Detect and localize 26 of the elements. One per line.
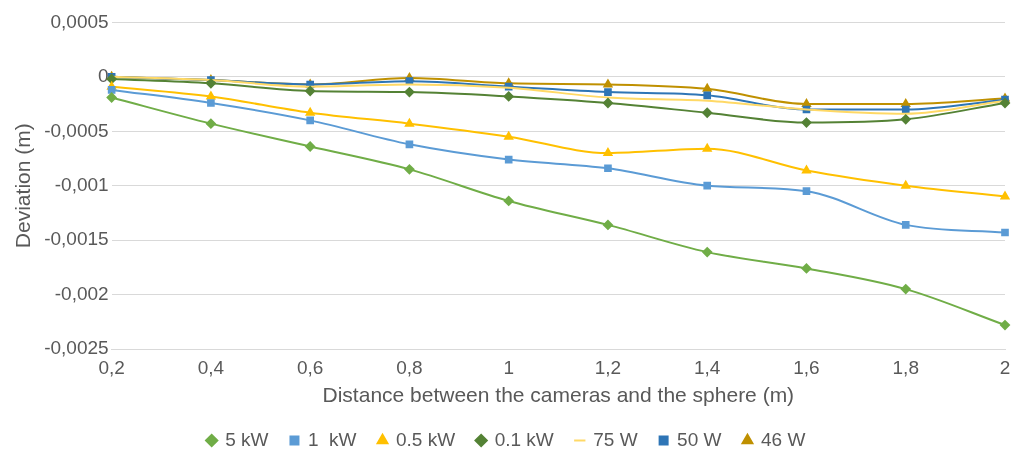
x-tick-label: 0,6: [296, 356, 324, 378]
x-tick-label: 1,4: [694, 356, 721, 378]
legend-label: 46 W: [760, 428, 806, 450]
x-tick-label: 1,2: [594, 356, 622, 378]
y-tick-label: -0,0005: [44, 119, 109, 141]
x-axis-title: Distance between the cameras and the sphere (m): [322, 383, 795, 407]
x-tick-label: 1: [503, 356, 514, 378]
legend-label: 1 kW: [307, 428, 357, 450]
legend-label: 75 W: [593, 428, 638, 450]
x-tick-label: 2: [999, 356, 1011, 378]
x-tick-label: 0,8: [396, 356, 423, 378]
legend-label: 0.1 kW: [494, 428, 554, 450]
y-tick-label: -0,002: [54, 282, 109, 304]
y-tick-label: 0: [98, 65, 109, 87]
x-tick-label: 0,4: [197, 356, 225, 378]
y-tick-label: -0,0015: [44, 228, 109, 250]
y-tick-label: -0,0025: [44, 337, 109, 359]
y-axis-title: Deviation (m): [11, 123, 35, 249]
y-tick-label: 0,0005: [50, 10, 109, 32]
x-tick-label: 1,6: [793, 356, 820, 378]
legend-label: 0.5 kW: [396, 428, 456, 450]
legend-label: 5 kW: [225, 428, 269, 450]
x-tick-label: 1,8: [892, 356, 919, 378]
legend-label: 50 W: [677, 428, 722, 450]
y-tick-label: -0,001: [54, 173, 109, 195]
x-tick-label: 0,2: [98, 356, 125, 378]
